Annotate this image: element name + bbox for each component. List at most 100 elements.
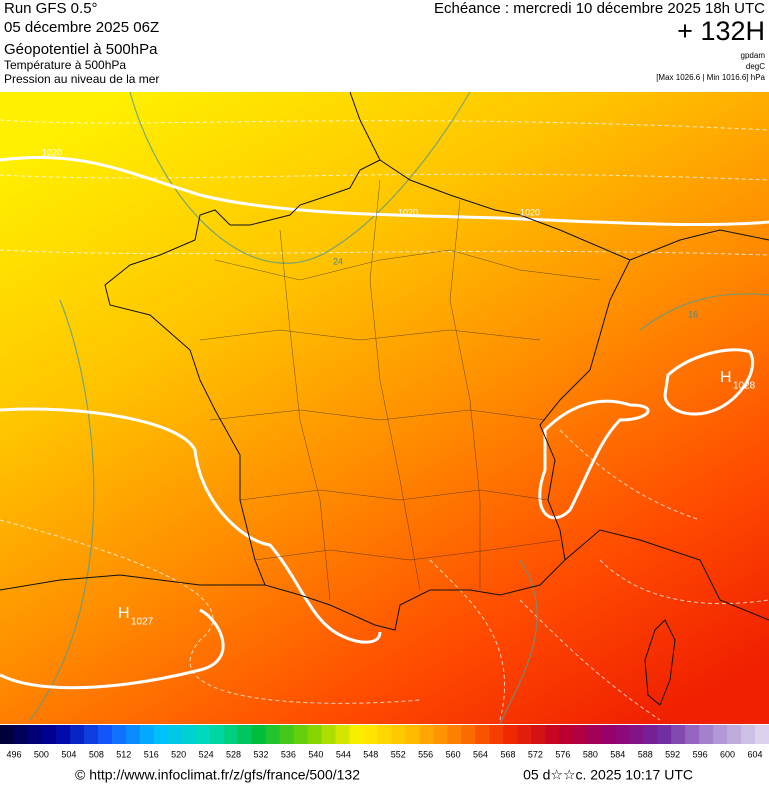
scale-swatch [559,725,574,744]
high-value: 1028 [733,381,756,392]
scale-label: 604 [747,749,762,759]
isobar-label: 1020 [398,207,418,217]
scale-label: 548 [363,749,378,759]
scale-swatch [111,725,127,744]
valid-time: Echéance : mercredi 10 décembre 2025 18h… [434,0,765,17]
scale-swatch [727,725,742,744]
run: Run GFS 0.5° [4,0,98,17]
scale-swatch [209,725,225,744]
scale-swatch [699,725,714,744]
isotherms [0,119,769,721]
scale-swatch [125,725,141,744]
scale-label: 500 [34,749,49,759]
scale-label: 556 [418,749,433,759]
scale-swatch [741,725,756,744]
unit: gpdam [741,51,766,60]
lead-time: + 132H [677,16,765,46]
scale-swatch [573,725,588,744]
scale-swatch [461,725,476,744]
scale-swatch [307,725,323,744]
color-scale: 496 500 504 508 512 516 520 524 528 532 536 540 544 5… [0,725,769,759]
high-symbol: H [118,605,130,622]
scale-swatch [391,725,406,744]
scale-swatch [419,725,434,744]
scale-swatch [587,725,602,744]
scale-label: 536 [281,749,296,759]
scale-swatch [601,725,616,744]
high-value: 1027 [131,617,154,628]
unit: degC [746,62,765,71]
scale-swatch [377,725,392,744]
scale-swatch [517,725,532,744]
scale-swatch [615,725,630,744]
scale-label: 560 [446,749,461,759]
scale-swatch [279,725,295,744]
scale-swatch [83,725,99,744]
height-contours [29,91,769,725]
scale-swatch [629,725,644,744]
field-background [0,92,769,724]
scale-swatch [531,725,546,744]
scale-swatch [237,725,253,744]
pressure-range: [Max 1026.6 | Min 1016.6] hPa [656,73,765,82]
scale-label: 584 [610,749,625,759]
scale-swatch [69,725,85,744]
map-labels: 1020 1020 1020 24 16 H 1028 H 1027 [42,147,756,627]
scale-label: 540 [308,749,323,759]
scale-label: 552 [391,749,406,759]
scale-label: 520 [171,749,186,759]
scale-swatch [335,725,351,744]
scale-swatch [153,725,169,744]
high-symbol: H [720,369,732,386]
scale-swatch [475,725,490,744]
scale-swatch [41,725,57,744]
scale-label: 524 [199,749,214,759]
scale-swatch [433,725,448,744]
map: 1020 1020 1020 24 16 H 1028 H 1027 [0,91,769,725]
scale-swatch [55,725,71,744]
contour-label: 24 [333,256,343,266]
scale-swatch [349,725,365,744]
scale-swatch [489,725,504,744]
scale-label: 600 [720,749,735,759]
scale-label: 588 [638,749,653,759]
scale-label: 592 [665,749,680,759]
scale-swatch [657,725,672,744]
scale-label: 496 [6,749,21,759]
scale-label: 504 [61,749,76,759]
scale-swatch [405,725,420,744]
scale-swatch [251,725,267,744]
scale-swatch [97,725,113,744]
scale-swatch [195,725,211,744]
scale-swatch [363,725,379,744]
scale-swatch [713,725,728,744]
isobar-label: 1020 [520,207,540,217]
scale-label: 564 [473,749,488,759]
scale-swatch [503,725,518,744]
scale-label: 544 [336,749,351,759]
isobar-label: 1020 [42,147,62,157]
scale-swatch [223,725,239,744]
coastline [0,91,769,706]
departments [199,179,601,601]
scale-swatch [293,725,309,744]
scale-swatch [167,725,183,744]
scale-swatch [321,725,337,744]
scale-swatch [139,725,155,744]
scale-swatch [265,725,281,744]
scale-swatch [643,725,658,744]
scale-label: 596 [693,749,708,759]
scale-swatch [0,725,15,744]
scale-swatch [447,725,462,744]
scale-label: 512 [116,749,131,759]
scale-swatch [27,725,43,744]
scale-swatch [181,725,197,744]
timestamp: 05 d☆☆c. 2025 10:17 UTC [523,767,693,783]
scale-label: 528 [226,749,241,759]
scale-swatch [755,725,769,744]
scale-label: 532 [253,749,268,759]
scale-label: 568 [500,749,515,759]
field: Pression au niveau de la mer [4,72,159,86]
scale-label: 580 [583,749,598,759]
